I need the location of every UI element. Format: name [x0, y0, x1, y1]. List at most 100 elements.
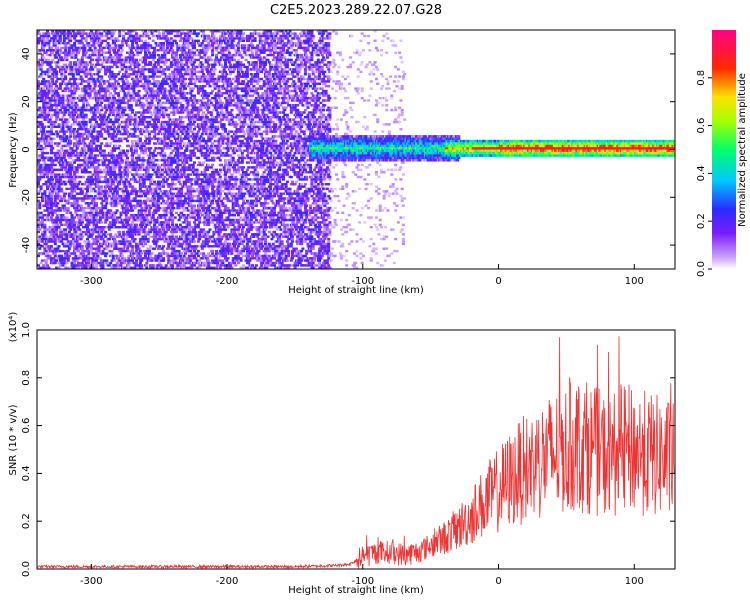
heatmap-cell — [106, 46, 110, 50]
heatmap-cell — [61, 128, 65, 131]
heatmap-cell — [124, 163, 128, 167]
heatmap-cell — [37, 132, 40, 136]
heatmap-cell — [61, 166, 65, 169]
heatmap-cell — [147, 51, 151, 54]
heatmap-cell — [92, 252, 96, 255]
heatmap-cell — [74, 132, 78, 136]
heatmap-cell — [64, 111, 68, 114]
heatmap-cell — [133, 190, 137, 193]
heatmap-cell — [87, 252, 91, 255]
heatmap-cell — [69, 37, 73, 40]
heatmap-cell — [51, 190, 55, 193]
heatmap-cell — [38, 266, 42, 269]
heatmap-cell — [160, 87, 164, 90]
heatmap-cell — [89, 211, 93, 214]
heatmap-cell — [111, 257, 115, 260]
heatmap-cell — [168, 183, 172, 186]
heatmap-cell — [107, 194, 111, 198]
heatmap-cell — [154, 61, 158, 64]
heatmap-cell — [118, 163, 122, 167]
heatmap-cell — [127, 166, 131, 169]
heatmap-cell — [51, 171, 55, 174]
heatmap-cell — [71, 151, 75, 155]
heatmap-cell — [92, 230, 96, 234]
heatmap-cell — [147, 211, 151, 214]
heatmap-cell — [145, 214, 149, 217]
heatmap-cell — [97, 51, 101, 54]
heatmap-cell — [110, 70, 114, 73]
heatmap-cell — [89, 183, 93, 186]
heatmap-cell — [67, 218, 71, 222]
heatmap-cell — [77, 82, 80, 85]
heatmap-cell — [140, 147, 144, 150]
heatmap-cell — [124, 123, 128, 126]
heatmap-cell — [95, 247, 98, 250]
heatmap-cell — [117, 257, 120, 260]
heatmap-cell — [147, 247, 151, 250]
heatmap-cell — [150, 252, 154, 255]
heatmap-cell — [49, 137, 53, 140]
heatmap-cell — [42, 237, 46, 241]
heatmap-cell — [118, 180, 122, 183]
heatmap-cell — [172, 85, 176, 88]
heatmap-cell — [70, 175, 74, 179]
heatmap-cell — [106, 125, 110, 128]
heatmap-cell — [84, 92, 88, 95]
heatmap-cell — [95, 168, 98, 171]
heatmap-cell — [80, 34, 84, 38]
heatmap-cell — [147, 101, 151, 105]
heatmap-cell — [114, 175, 118, 179]
heatmap-cell — [142, 87, 146, 90]
heatmap-cell — [104, 206, 108, 210]
heatmap-cell — [57, 266, 61, 269]
heatmap-cell — [155, 125, 159, 128]
heatmap-cell — [70, 223, 74, 226]
heatmap-cell — [151, 264, 155, 267]
heatmap-cell — [58, 194, 62, 198]
heatmap-cell — [77, 261, 80, 265]
heatmap-cell — [39, 144, 43, 148]
heatmap-cell — [46, 39, 49, 42]
heatmap-cell — [51, 94, 55, 97]
heatmap-cell — [79, 223, 83, 226]
heatmap-cell — [93, 80, 97, 83]
heatmap-cell — [62, 130, 66, 133]
heatmap-cell — [132, 161, 136, 164]
heatmap-cell — [111, 123, 115, 126]
heatmap-cell — [142, 230, 146, 234]
heatmap-cell — [42, 252, 46, 255]
heatmap-cell — [131, 135, 135, 138]
heatmap-cell — [75, 206, 79, 210]
heatmap-cell — [97, 206, 101, 210]
heatmap-cell — [47, 113, 51, 117]
heatmap-cell — [96, 235, 100, 238]
heatmap-cell — [176, 132, 180, 136]
heatmap-cell — [131, 221, 135, 224]
heatmap-cell — [172, 51, 176, 54]
heatmap-cell — [169, 192, 173, 195]
heatmap-cell — [156, 96, 160, 100]
heatmap-cell — [104, 204, 108, 207]
heatmap-cell — [119, 247, 123, 250]
heatmap-cell — [65, 168, 69, 171]
heatmap-cell — [132, 96, 136, 100]
heatmap-cell — [44, 104, 48, 107]
heatmap-cell — [100, 108, 104, 112]
heatmap-cell — [57, 142, 61, 145]
heatmap-cell — [75, 242, 79, 246]
heatmap-cell — [151, 151, 155, 155]
heatmap-cell — [166, 194, 169, 198]
heatmap-cell — [64, 49, 68, 52]
heatmap-cell — [109, 209, 113, 212]
heatmap-cell — [49, 199, 53, 203]
heatmap-cell — [162, 192, 166, 195]
heatmap-cell — [133, 99, 137, 102]
heatmap-cell — [154, 228, 158, 231]
heatmap-cell — [89, 39, 93, 42]
heatmap-cell — [113, 30, 117, 33]
heatmap-cell — [93, 89, 97, 93]
heatmap-cell — [66, 32, 70, 35]
heatmap-cell — [96, 135, 100, 138]
heatmap-cell — [137, 63, 141, 66]
heatmap-cell — [88, 77, 92, 81]
